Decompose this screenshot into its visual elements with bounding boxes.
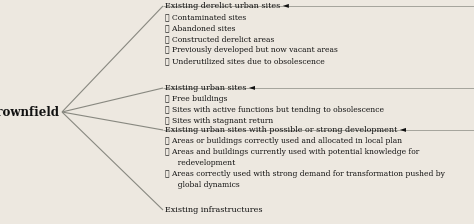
Text: ✓ Contaminated sites: ✓ Contaminated sites [165, 13, 246, 21]
Text: ✓ Areas and buildings currently used with potential knowledge for: ✓ Areas and buildings currently used wit… [165, 148, 419, 156]
Text: brownfield: brownfield [0, 106, 60, 118]
Text: global dynamics: global dynamics [173, 181, 240, 189]
Text: Existing infrastructures: Existing infrastructures [165, 206, 263, 214]
Text: redevelopment: redevelopment [173, 159, 235, 167]
Text: ✓ Areas correctly used with strong demand for transformation pushed by: ✓ Areas correctly used with strong deman… [165, 170, 445, 178]
Text: ✓ Sites with stagnant return: ✓ Sites with stagnant return [165, 117, 273, 125]
Text: ✓ Free buildings: ✓ Free buildings [165, 95, 228, 103]
Text: ✓ Sites with active functions but tending to obsolescence: ✓ Sites with active functions but tendin… [165, 106, 384, 114]
Text: ✓ Areas or buildings correctly used and allocated in local plan: ✓ Areas or buildings correctly used and … [165, 137, 402, 145]
Text: ✓ Underutilized sites due to obsolescence: ✓ Underutilized sites due to obsolescenc… [165, 57, 325, 65]
Text: ✓ Abandoned sites: ✓ Abandoned sites [165, 24, 236, 32]
Text: Existing urban sites ◄: Existing urban sites ◄ [165, 84, 255, 92]
Text: Existing urban sites with possible or strong development ◄: Existing urban sites with possible or st… [165, 126, 406, 134]
Text: ✓ Previously developed but now vacant areas: ✓ Previously developed but now vacant ar… [165, 46, 338, 54]
Text: Existing derelict urban sites ◄: Existing derelict urban sites ◄ [165, 2, 289, 10]
Text: ✓ Constructed derelict areas: ✓ Constructed derelict areas [165, 35, 274, 43]
